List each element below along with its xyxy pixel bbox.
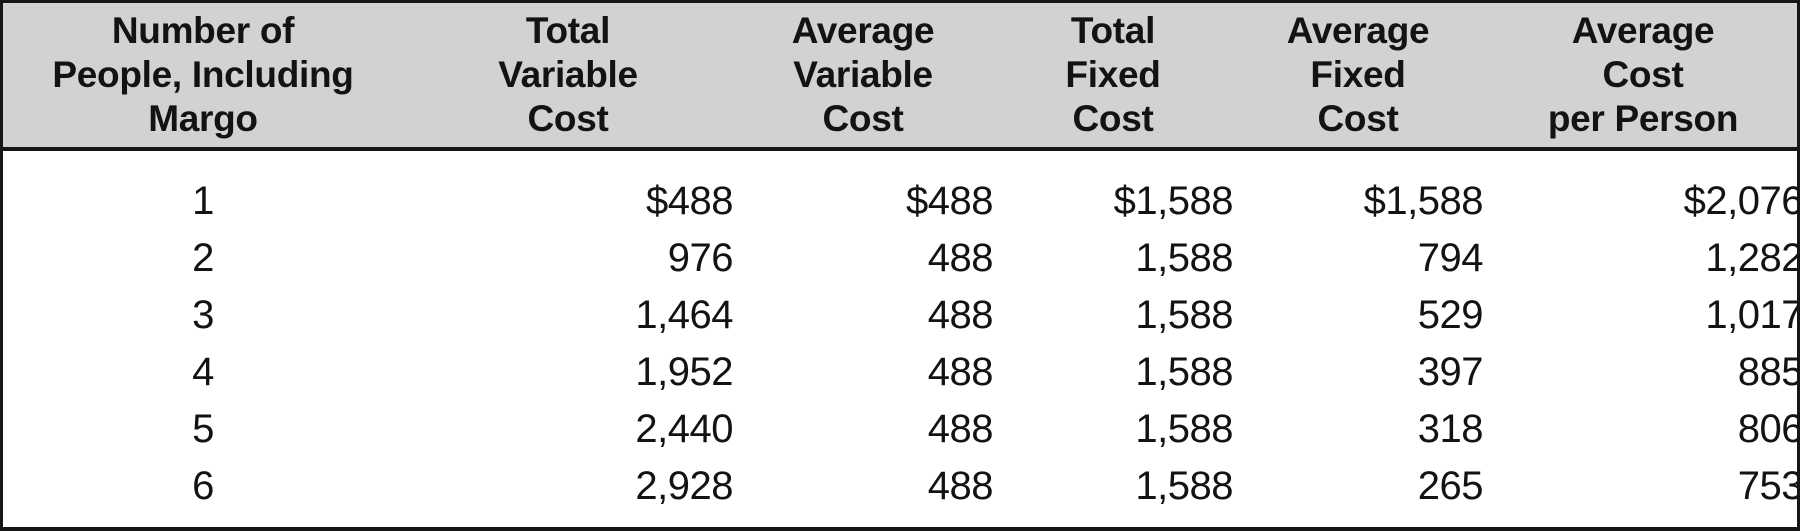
cell-average-variable-cost: $488 bbox=[733, 149, 994, 230]
cell-average-cost-per-person: 1,282 bbox=[1483, 230, 1797, 287]
header-cell-number-of-people: Number of People, Including Margo bbox=[3, 3, 403, 151]
cell-average-fixed-cost: 529 bbox=[1233, 287, 1484, 344]
table-row: 3 1,464 488 1,588 529 1,017 bbox=[3, 287, 1797, 344]
table-row: 1 $488 $488 $1,588 $1,588 $2,076 bbox=[3, 149, 1797, 230]
cell-average-variable-cost: 488 bbox=[733, 344, 994, 401]
cell-average-cost-per-person: 753 bbox=[1483, 458, 1797, 527]
cell-average-cost-per-person: 885 bbox=[1483, 344, 1797, 401]
cell-total-fixed-cost: 1,588 bbox=[993, 458, 1234, 527]
cell-average-cost-per-person: 1,017 bbox=[1483, 287, 1797, 344]
header-cell-average-fixed-cost: Average Fixed Cost bbox=[1233, 3, 1483, 151]
cell-average-fixed-cost: 794 bbox=[1233, 230, 1484, 287]
cell-total-variable-cost: 2,440 bbox=[403, 401, 734, 458]
cell-total-fixed-cost: $1,588 bbox=[993, 149, 1234, 230]
cell-people: 4 bbox=[3, 344, 403, 401]
costs-table: Number of People, Including Margo Total … bbox=[3, 3, 1797, 527]
header-cell-total-fixed-cost: Total Fixed Cost bbox=[993, 3, 1233, 151]
cell-total-variable-cost: 1,464 bbox=[403, 287, 734, 344]
cell-total-variable-cost: 2,928 bbox=[403, 458, 734, 527]
cell-average-variable-cost: 488 bbox=[733, 230, 994, 287]
cell-total-variable-cost: 976 bbox=[403, 230, 734, 287]
cell-average-cost-per-person: $2,076 bbox=[1483, 149, 1797, 230]
cell-average-fixed-cost: $1,588 bbox=[1233, 149, 1484, 230]
cell-total-fixed-cost: 1,588 bbox=[993, 401, 1234, 458]
cell-total-fixed-cost: 1,588 bbox=[993, 344, 1234, 401]
cell-total-fixed-cost: 1,588 bbox=[993, 230, 1234, 287]
cell-average-fixed-cost: 265 bbox=[1233, 458, 1484, 527]
cell-people: 2 bbox=[3, 230, 403, 287]
cell-people: 3 bbox=[3, 287, 403, 344]
table-row: 2 976 488 1,588 794 1,282 bbox=[3, 230, 1797, 287]
cell-total-variable-cost: $488 bbox=[403, 149, 734, 230]
cell-total-fixed-cost: 1,588 bbox=[993, 287, 1234, 344]
table-row: 5 2,440 488 1,588 318 806 bbox=[3, 401, 1797, 458]
cell-average-fixed-cost: 397 bbox=[1233, 344, 1484, 401]
header-cell-total-variable-cost: Total Variable Cost bbox=[403, 3, 733, 151]
header-cell-average-cost-per-person: Average Cost per Person bbox=[1483, 3, 1797, 151]
table-row: 6 2,928 488 1,588 265 753 bbox=[3, 458, 1797, 527]
cell-average-variable-cost: 488 bbox=[733, 458, 994, 527]
table-header-row: Number of People, Including Margo Total … bbox=[3, 3, 1797, 151]
cell-average-cost-per-person: 806 bbox=[1483, 401, 1797, 458]
cell-average-variable-cost: 488 bbox=[733, 401, 994, 458]
cell-total-variable-cost: 1,952 bbox=[403, 344, 734, 401]
cell-people: 6 bbox=[3, 458, 403, 527]
cell-people: 5 bbox=[3, 401, 403, 458]
cell-average-variable-cost: 488 bbox=[733, 287, 994, 344]
cell-average-fixed-cost: 318 bbox=[1233, 401, 1484, 458]
cell-people: 1 bbox=[3, 149, 403, 230]
header-cell-average-variable-cost: Average Variable Cost bbox=[733, 3, 993, 151]
table-row: 4 1,952 488 1,588 397 885 bbox=[3, 344, 1797, 401]
